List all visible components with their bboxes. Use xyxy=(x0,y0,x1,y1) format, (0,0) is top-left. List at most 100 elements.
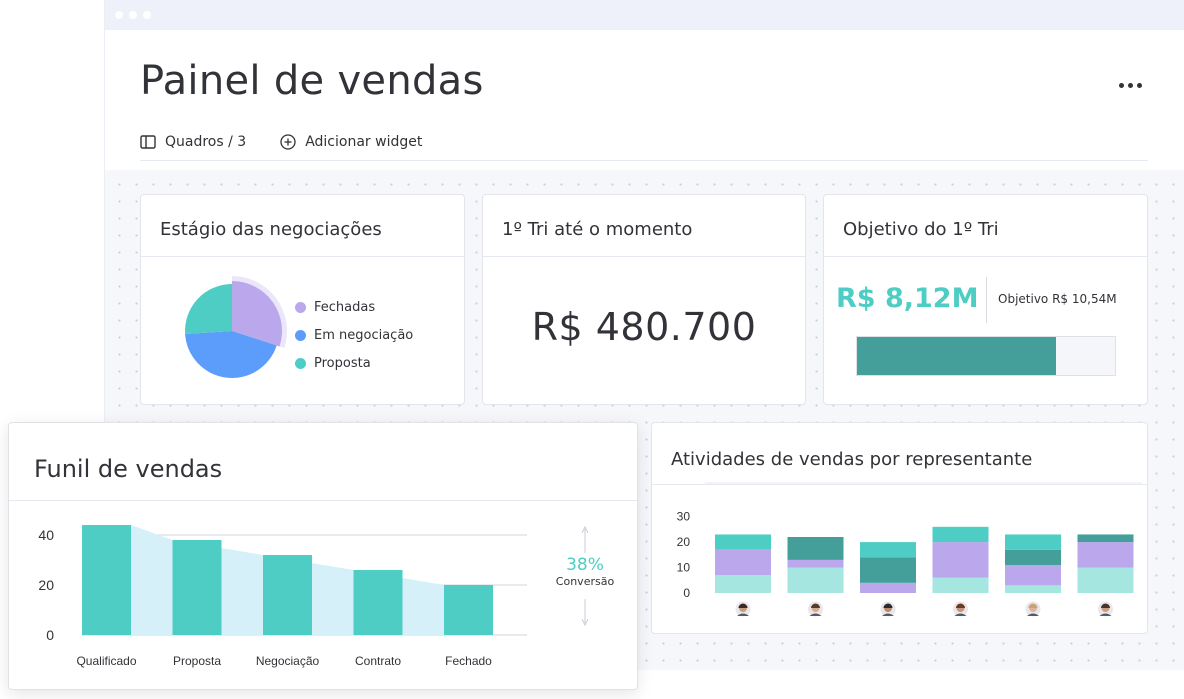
legend-label: Fechadas xyxy=(314,299,376,315)
y-tick-label: 40 xyxy=(38,527,54,543)
stacked-bar-segment xyxy=(1005,534,1061,550)
x-tick-label: Proposta xyxy=(173,654,221,668)
q1-to-date-widget[interactable]: 1º Tri até o momento R$ 480.700 xyxy=(482,194,806,405)
goal-target-label: Objetivo R$ 10,54M xyxy=(998,292,1117,306)
stacked-bar-segment xyxy=(1005,549,1061,565)
widget-title: Funil de vendas xyxy=(34,455,223,483)
q1-goal-widget[interactable]: Objetivo do 1º Tri R$ 8,12M Objetivo R$ … xyxy=(823,194,1148,405)
conversion-percent: 38% xyxy=(566,555,604,575)
pie-slice xyxy=(232,281,282,347)
stacked-bar-segment xyxy=(787,559,844,568)
sales-funnel-widget[interactable]: Funil de vendas 0 20 40 Qualificado Proposta… xyxy=(8,422,638,690)
x-tick-label: Contrato xyxy=(355,654,401,668)
goal-separator xyxy=(986,277,987,323)
add-circle-icon xyxy=(280,134,296,150)
rep-avatar xyxy=(808,601,823,617)
stacked-bar-segment xyxy=(860,557,916,583)
toolbar-divider xyxy=(140,160,1148,161)
avatar-shoulders xyxy=(809,613,822,616)
avatar-shoulders xyxy=(1099,613,1112,616)
deal-stage-widget[interactable]: Estágio das negociações Fechadas Em nego… xyxy=(140,194,465,405)
avatar-hair xyxy=(1028,603,1038,608)
y-tick-label: 20 xyxy=(38,577,54,593)
widget-header: Objetivo do 1º Tri xyxy=(824,195,1147,257)
stacked-bar-segment xyxy=(1077,534,1134,543)
avatar-hair xyxy=(811,603,820,608)
stacked-bar-segment xyxy=(1005,565,1061,586)
more-options-button[interactable] xyxy=(1112,72,1148,98)
legend-item-proposta: Proposta xyxy=(295,349,413,377)
board-panel-icon xyxy=(140,135,156,149)
widget-header: Estágio das negociações xyxy=(141,195,464,257)
conversion-indicator: 38% Conversão xyxy=(553,555,617,588)
stacked-bar-segment xyxy=(860,582,916,593)
rep-avatar xyxy=(953,601,968,617)
y-tick-label: 20 xyxy=(677,535,691,549)
y-tick-label: 0 xyxy=(46,627,54,643)
sales-funnel-chart: 0 20 40 Qualificado Proposta Negociação Contra… xyxy=(38,525,589,668)
window-dot xyxy=(129,11,137,19)
avatar-shoulders xyxy=(1027,613,1039,616)
widget-header: Funil de vendas xyxy=(9,423,637,501)
pie-slice xyxy=(185,284,232,334)
conversion-label: Conversão xyxy=(555,575,615,588)
arrow-up-icon xyxy=(581,525,589,534)
legend-label: Proposta xyxy=(314,355,371,371)
goal-progress-bar xyxy=(856,336,1116,376)
y-tick-label: 0 xyxy=(683,586,690,600)
stacked-bar-segment xyxy=(715,575,771,593)
stacked-bar-segment xyxy=(1005,585,1061,593)
stacked-bar-segment xyxy=(1077,567,1134,593)
legend-item-fechadas: Fechadas xyxy=(295,293,413,321)
window-dot xyxy=(143,11,151,19)
x-tick-label: Negociação xyxy=(256,654,320,668)
legend-label: Em negociação xyxy=(314,327,414,343)
widget-header: 1º Tri até o momento xyxy=(483,195,805,257)
deal-stage-pie-chart xyxy=(185,276,287,378)
widget-title: Atividades de vendas por representante xyxy=(671,449,1033,470)
avatar-hair xyxy=(956,603,965,608)
goal-current-value: R$ 8,12M xyxy=(836,283,979,314)
pie-legend: Fechadas Em negociação Proposta xyxy=(295,293,413,377)
arrow-down-icon xyxy=(581,618,589,627)
widget-title: 1º Tri até o momento xyxy=(502,219,693,240)
stacked-bar-segment xyxy=(715,549,771,576)
legend-swatch xyxy=(295,329,306,341)
rep-avatar xyxy=(880,601,896,617)
dashboard-header xyxy=(105,30,1184,170)
legend-swatch xyxy=(295,301,306,313)
funnel-bar xyxy=(263,555,312,635)
page-title: Painel de vendas xyxy=(140,58,484,104)
dashboard-toolbar: Quadros / 3 Adicionar widget xyxy=(140,134,422,150)
widget-title: Estágio das negociações xyxy=(160,219,382,240)
window-titlebar xyxy=(105,0,1184,30)
legend-item-em-negociacao: Em negociação xyxy=(295,321,413,349)
stacked-bar-segment xyxy=(1077,542,1134,568)
stacked-bar-segment xyxy=(932,526,989,543)
more-dot xyxy=(1127,82,1133,88)
stacked-bar-segment xyxy=(860,542,916,558)
q1-revenue-value: R$ 480.700 xyxy=(531,305,757,349)
x-tick-label: Fechado xyxy=(445,654,492,668)
avatar-shoulders xyxy=(882,613,894,616)
x-tick-label: Qualificado xyxy=(76,654,136,668)
y-tick-label: 10 xyxy=(677,561,691,575)
pie-slice xyxy=(185,331,277,378)
avatar-shoulders xyxy=(954,613,967,616)
funnel-bar xyxy=(353,570,403,635)
legend-swatch xyxy=(295,357,306,369)
boards-button[interactable]: Quadros / 3 xyxy=(140,134,246,150)
rep-avatar xyxy=(1098,601,1113,617)
stacked-bar-segment xyxy=(715,534,771,550)
avatar-hair xyxy=(883,603,893,608)
add-widget-button[interactable]: Adicionar widget xyxy=(280,134,422,150)
widget-header: Atividades de vendas por representante xyxy=(652,423,1147,485)
sales-activities-widget[interactable]: Atividades de vendas por representante 0… xyxy=(651,422,1148,634)
avatar-hair xyxy=(738,603,748,608)
avatar-hair xyxy=(1101,603,1110,608)
rep-avatar xyxy=(735,601,751,617)
sales-activities-chart: 0 10 20 30 xyxy=(677,482,1142,617)
more-dot xyxy=(1136,82,1142,88)
goal-progress-fill xyxy=(857,337,1056,375)
widget-title: Objetivo do 1º Tri xyxy=(843,219,999,240)
